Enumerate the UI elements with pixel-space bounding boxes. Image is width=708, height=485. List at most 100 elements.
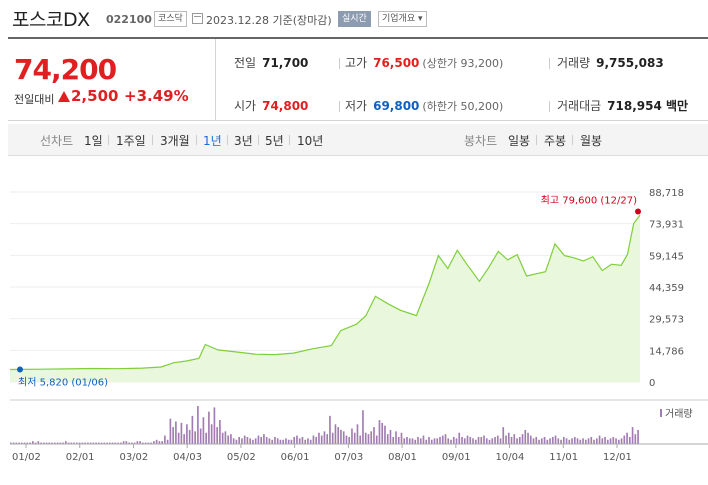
volume-bar xyxy=(505,435,507,444)
tab-5y[interactable]: 5년 xyxy=(265,134,284,148)
volume-bar xyxy=(441,435,444,444)
divider xyxy=(196,135,197,145)
volume-bar xyxy=(315,436,318,444)
tab-1y[interactable]: 1년 xyxy=(203,134,222,148)
volume-bar xyxy=(84,442,86,444)
volume-bar xyxy=(455,438,458,444)
volume-bar xyxy=(540,438,543,444)
volume-bar xyxy=(337,427,340,444)
x-axis-ticks: 01/02 02/01 03/02 04/03 05/02 06/01 07/03 08/01… xyxy=(12,444,632,463)
volume-bar xyxy=(452,436,455,444)
volume-bar xyxy=(499,438,502,444)
volume-bar xyxy=(100,442,103,444)
volume-bar xyxy=(282,439,285,444)
volume-bar xyxy=(513,434,516,444)
volume-bar xyxy=(590,436,593,444)
volume-bar xyxy=(40,442,42,444)
price-summary: 74,200 전일대비 2,500 +3.49% 전일 71,700 고가 76,5… xyxy=(8,37,708,121)
stat-value: 71,700 xyxy=(262,56,309,70)
tab-weekly[interactable]: 주봉 xyxy=(544,134,567,148)
high-annotation: 최고 79,600 (12/27) xyxy=(541,195,637,207)
volume-bar xyxy=(430,439,433,444)
volume-bar xyxy=(296,435,298,444)
divider xyxy=(152,135,153,145)
volume-bar xyxy=(356,424,359,444)
price-chart: 88,718 73,931 59,145 44,359 29,573 14,786 0 최고… xyxy=(0,160,708,485)
volume-bar xyxy=(254,438,257,444)
volume-bar xyxy=(139,441,141,444)
volume-bar xyxy=(78,442,81,444)
volume-bar xyxy=(191,415,194,444)
volume-bar xyxy=(422,435,425,444)
volume-bar xyxy=(188,429,191,444)
line-chart-label: 선차트 xyxy=(40,134,74,148)
volume-bar xyxy=(565,438,568,444)
volume-bar xyxy=(150,442,152,444)
volume-bar xyxy=(59,442,62,444)
divider xyxy=(108,135,109,145)
volume-bar xyxy=(617,439,620,444)
volume-bar xyxy=(43,442,45,444)
tab-daily[interactable]: 일봉 xyxy=(508,134,531,148)
tab-3m[interactable]: 3개월 xyxy=(160,134,190,148)
volume-bar xyxy=(98,442,100,444)
stat-high: 고가 76,500 (상한가 93,200) xyxy=(345,54,503,71)
volume-bar xyxy=(246,436,249,444)
volume-bar xyxy=(353,432,356,444)
volume-bar xyxy=(175,421,177,444)
volume-bar xyxy=(436,438,439,444)
volume-bar xyxy=(307,438,309,444)
x-tick-label: 04/03 xyxy=(173,452,202,463)
tab-1w[interactable]: 1주일 xyxy=(116,134,146,148)
tab-monthly[interactable]: 월봉 xyxy=(580,134,603,148)
volume-bar xyxy=(95,442,97,444)
volume-bar xyxy=(389,429,392,444)
stat-open: 시가 74,800 xyxy=(234,97,308,114)
stat-label: 저가 xyxy=(345,99,368,113)
x-tick-label: 09/01 xyxy=(442,452,471,463)
volume-bar xyxy=(87,442,89,444)
divider xyxy=(339,101,340,112)
volume-bar xyxy=(290,439,293,444)
volume-bar xyxy=(48,442,51,444)
x-tick-label: 05/02 xyxy=(227,452,256,463)
volume-bar xyxy=(111,442,114,444)
volume-bar xyxy=(166,439,169,444)
divider xyxy=(258,135,259,145)
volume-bar xyxy=(411,438,414,444)
volume-bar xyxy=(32,441,34,444)
divider xyxy=(289,135,290,145)
volume-bar xyxy=(169,418,172,444)
volume-bar xyxy=(241,438,243,444)
y-tick-label: 73,931 xyxy=(649,220,684,231)
volume-bar xyxy=(439,436,441,444)
low-annotation: 최저 5,820 (01/06) xyxy=(18,377,108,389)
tab-3y[interactable]: 3년 xyxy=(234,134,253,148)
volume-bar xyxy=(224,431,227,444)
company-overview-button[interactable]: 기업개요 ▾ xyxy=(378,11,427,27)
volume-bar xyxy=(425,439,428,444)
stock-header: 포스코DX 022100 코스닥 2023.12.28 기준(장마감) 실시간 … xyxy=(0,0,708,36)
volume-bar xyxy=(21,442,23,444)
volume-bar xyxy=(494,436,496,444)
volume-bar xyxy=(153,441,155,444)
volume-bar xyxy=(285,438,287,444)
volume-bar xyxy=(238,436,240,444)
volume-bar xyxy=(133,442,136,444)
volume-bar xyxy=(463,438,466,444)
volume-bar xyxy=(334,424,337,444)
tab-10y[interactable]: 10년 xyxy=(297,134,324,148)
realtime-button[interactable]: 실시간 xyxy=(338,11,371,27)
tab-1d[interactable]: 1일 xyxy=(84,134,103,148)
volume-bar xyxy=(373,427,375,444)
volume-bar xyxy=(243,435,246,444)
volume-bar xyxy=(45,442,48,444)
volume-bar xyxy=(12,442,15,444)
volume-bar xyxy=(579,439,582,444)
volume-bar xyxy=(568,439,571,444)
volume-bar xyxy=(158,441,161,444)
volume-bar xyxy=(551,436,554,444)
volume-bar xyxy=(573,436,576,444)
stat-prev-close: 전일 71,700 xyxy=(234,54,308,71)
volume-bar xyxy=(562,436,565,444)
